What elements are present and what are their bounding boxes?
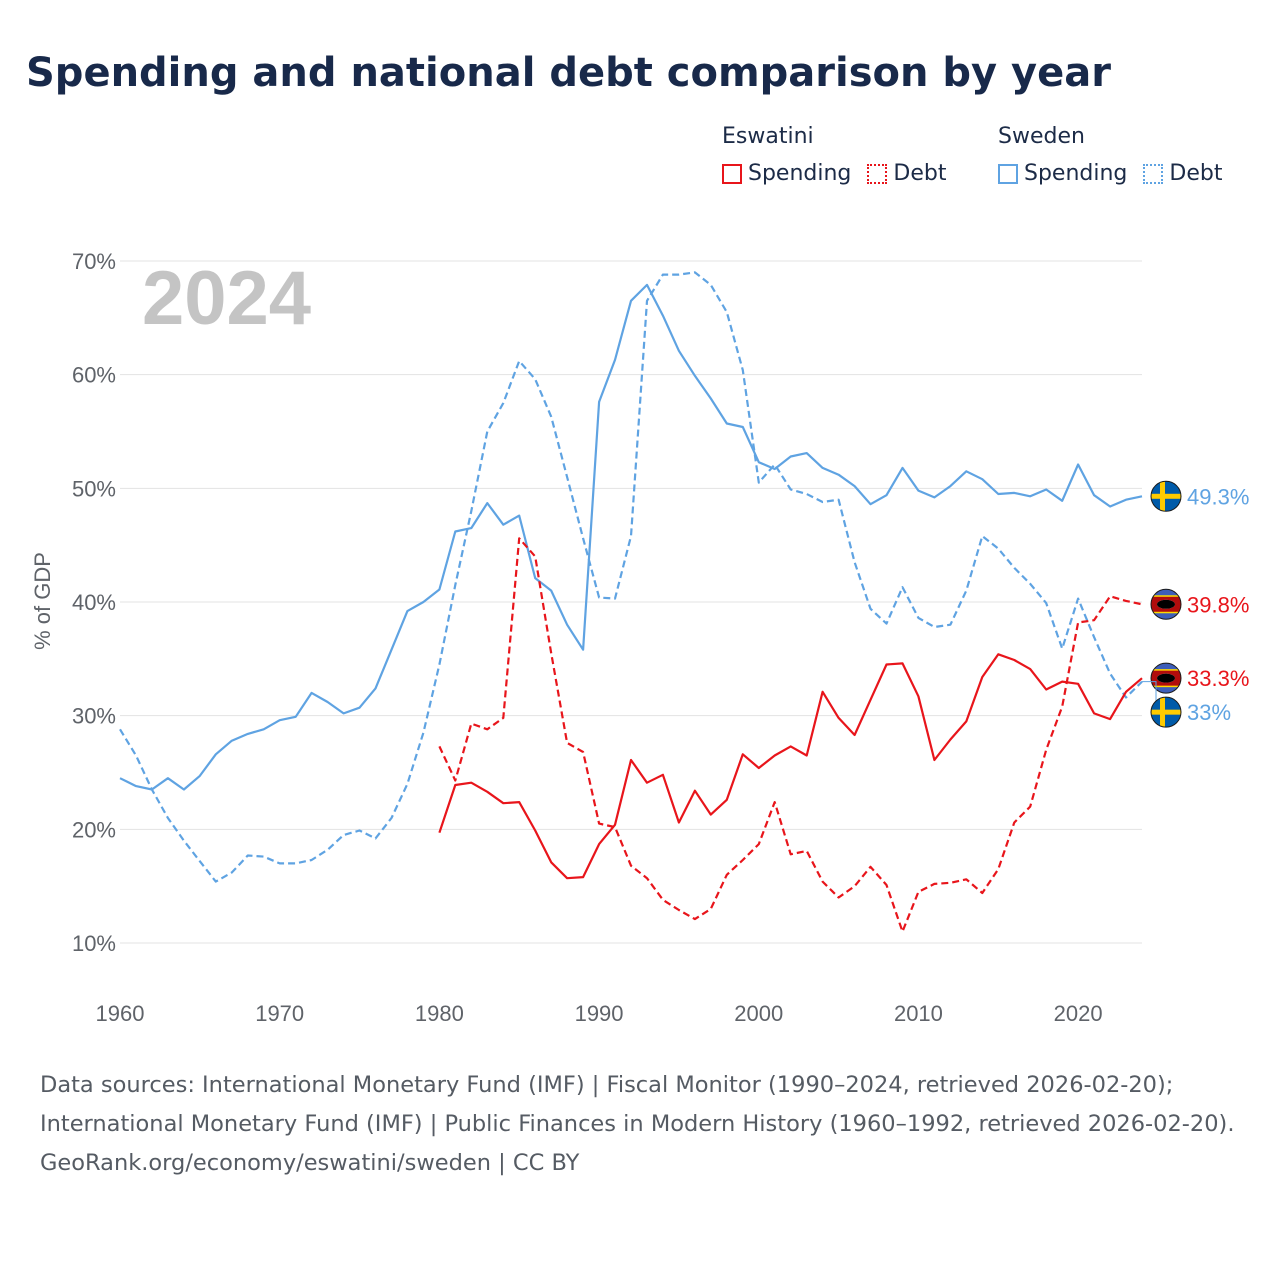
gridlines [120, 260, 1142, 944]
legend-item-label: Spending [1024, 161, 1128, 186]
series-line-eswatini-debt[interactable] [438, 537, 1143, 933]
legend-item-eswatini-debt[interactable]: Debt [867, 161, 946, 186]
chart-title: Spending and national debt comparison by… [26, 50, 1111, 96]
y-axis-label: % of GDP [30, 552, 55, 650]
y-tick-label: 50% [72, 476, 116, 501]
legend-item-label: Debt [893, 161, 947, 186]
legend-swatch-solid [722, 163, 742, 184]
legend-item-sweden-debt[interactable]: Debt [1143, 161, 1222, 186]
x-axis-ticks: 1960 1970 1980 1990 2000 2010 2020 [96, 1001, 1103, 1026]
eswatini-flag-icon [1150, 588, 1182, 620]
x-tick-label: 1990 [575, 1001, 624, 1026]
legend-group-eswatini: Eswatini Spending Debt [722, 124, 946, 186]
x-tick-label: 2010 [894, 1001, 943, 1026]
legend-swatch-dotted [867, 163, 888, 184]
series-line-eswatini-spending[interactable] [438, 653, 1143, 880]
y-tick-label: 60% [72, 363, 116, 388]
end-value-label: 39.8% [1187, 592, 1249, 617]
series-lines [119, 271, 1143, 933]
legend-swatch-dotted [1143, 163, 1164, 184]
y-tick-label: 70% [72, 249, 116, 274]
legend-item-eswatini-spending[interactable]: Spending [722, 161, 851, 186]
legend-group-sweden: Sweden Spending Debt [998, 124, 1222, 186]
y-tick-label: 40% [72, 590, 116, 615]
x-tick-label: 2020 [1054, 1001, 1103, 1026]
y-tick-label: 30% [72, 704, 116, 729]
y-tick-label: 20% [72, 817, 116, 842]
series-end-labels: 49.3% 39.8% 33.3% 33% [1142, 480, 1249, 728]
x-tick-label: 1960 [96, 1001, 145, 1026]
end-value-label: 33.3% [1187, 666, 1249, 691]
legend-group-label: Eswatini [722, 124, 814, 149]
sweden-flag-icon [1150, 696, 1182, 728]
x-tick-label: 1980 [415, 1001, 464, 1026]
line-chart: 2024 10%20%30%40%50%60%70% 1960 1970 1980 1… [30, 249, 1249, 1026]
legend-item-label: Debt [1169, 161, 1223, 186]
series-line-sweden-debt[interactable] [119, 271, 1143, 883]
credit-link[interactable]: GeoRank.org/economy/eswatini/sweden | CC… [40, 1150, 580, 1176]
x-tick-label: 1970 [255, 1001, 304, 1026]
year-watermark: 2024 [142, 256, 311, 341]
eswatini-flag-icon [1150, 662, 1182, 694]
y-axis-ticks: 10% 20% 30% 40% 50% 60% 70% [72, 249, 116, 956]
footer: Data sources: International Monetary Fun… [40, 1066, 1240, 1183]
x-tick-label: 2000 [734, 1001, 783, 1026]
data-sources: Data sources: International Monetary Fun… [40, 1072, 1235, 1137]
legend-swatch-solid [998, 163, 1018, 184]
legend-item-label: Spending [748, 161, 852, 186]
sweden-flag-icon [1150, 480, 1182, 512]
series-line-sweden-spending[interactable] [119, 283, 1143, 791]
legend-group-label: Sweden [998, 124, 1085, 149]
end-value-label: 49.3% [1187, 484, 1249, 509]
legend-item-sweden-spending[interactable]: Spending [998, 161, 1127, 186]
y-tick-label: 10% [72, 931, 116, 956]
end-value-label: 33% [1187, 700, 1231, 725]
